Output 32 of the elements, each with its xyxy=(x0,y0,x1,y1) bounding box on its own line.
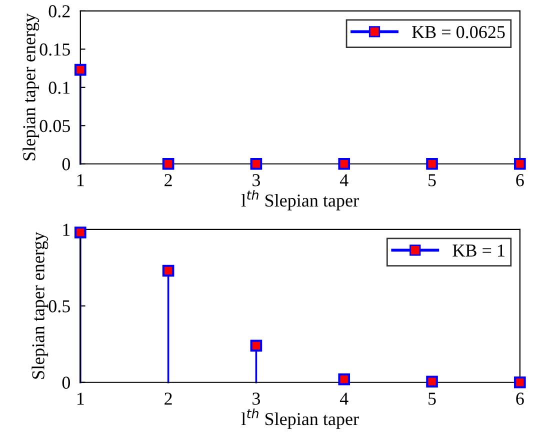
y-tick-label: 1 xyxy=(63,224,70,236)
x-tick-label: 3 xyxy=(252,174,260,186)
y-tick-label: 0.5 xyxy=(48,300,70,312)
x-tick-label: 6 xyxy=(516,174,524,186)
point xyxy=(74,226,86,238)
y-tick-label: 0.2 xyxy=(48,5,70,18)
point xyxy=(426,376,438,388)
x-axis-title: l$^{th}$ Slepian taper xyxy=(241,190,359,210)
x-tick-label: 5 xyxy=(428,392,436,405)
y-tick-label: 0 xyxy=(62,376,70,389)
x-tick-label: 6 xyxy=(516,392,524,405)
y-tick-label: 0 xyxy=(62,158,70,170)
y-axis-title: Slepian taper energy xyxy=(22,13,40,160)
point xyxy=(514,376,526,388)
legend-label: KB = 0.0625 xyxy=(412,26,505,38)
x-tick-label: 1 xyxy=(77,174,84,186)
x-axis-title: l$^{th}$ Slepian taper xyxy=(241,408,359,429)
point xyxy=(338,373,350,386)
x-tick-label: 4 xyxy=(340,392,348,405)
y-tick-label: 0.1 xyxy=(48,82,70,94)
x-tick-label: 2 xyxy=(164,392,172,405)
x-tick-label: 3 xyxy=(252,392,260,405)
x-tick-label: 5 xyxy=(428,174,436,186)
x-tick-label: 2 xyxy=(164,174,172,186)
y-tick-label: 0.15 xyxy=(40,43,70,56)
x-tick-label: 1 xyxy=(77,392,84,405)
y-tick-label: 0.05 xyxy=(40,120,70,132)
x-tick-label: 4 xyxy=(340,174,348,186)
legend-label: KB = 1 xyxy=(452,244,504,257)
y-axis-title: Slepian taper energy xyxy=(32,232,48,379)
point xyxy=(162,264,174,277)
point xyxy=(250,340,262,352)
